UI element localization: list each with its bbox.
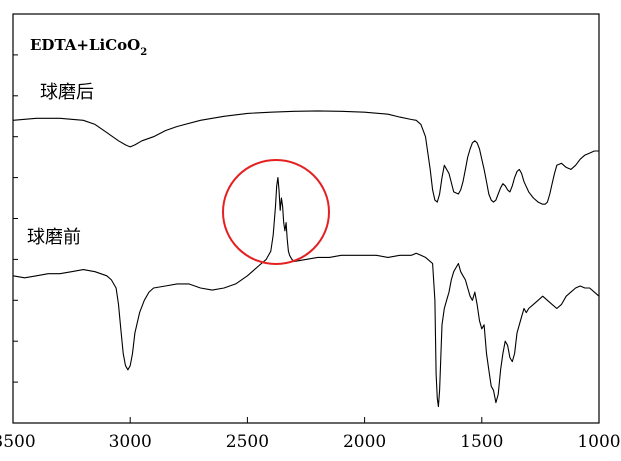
- x-tick-label: 3000: [109, 432, 152, 452]
- plot-frame: [12, 13, 600, 424]
- x-tick-label: 2500: [226, 432, 269, 452]
- x-tick-label: 2000: [343, 432, 386, 452]
- annotation-after-milling: 球磨后: [40, 82, 94, 103]
- x-axis-ticks: 3500 3000 2500 2000 1500 1000: [0, 417, 621, 452]
- y-tick-marks: [13, 54, 18, 383]
- annotation-before-milling: 球磨前: [27, 227, 81, 248]
- x-tick-label: 3500: [0, 432, 36, 452]
- chart-title: EDTA+LiCoO2: [30, 36, 147, 58]
- x-tick-label: 1000: [577, 432, 620, 452]
- x-tick-label: 1500: [460, 432, 503, 452]
- series-lines: [12, 110, 600, 408]
- series-line-after-milling: [12, 110, 599, 205]
- highlight-circle: [222, 159, 330, 265]
- series-line-before-milling: [12, 177, 600, 408]
